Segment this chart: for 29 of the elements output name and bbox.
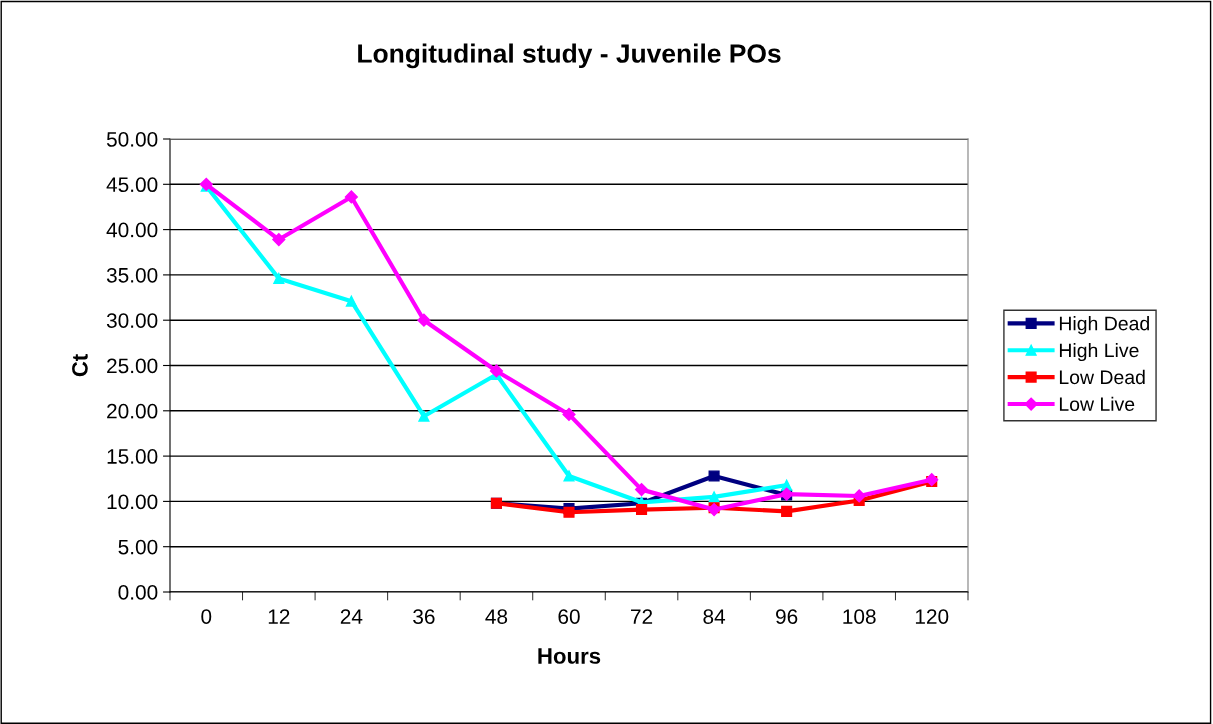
legend-label: High Dead (1059, 316, 1149, 335)
legend-label: Low Live (1059, 396, 1135, 412)
y-tick-label: 35.00 (106, 267, 158, 283)
x-tick-label: 84 (703, 609, 726, 624)
y-tick-label: 40.00 (106, 222, 158, 238)
legend-label: Low Dead (1059, 369, 1145, 385)
legend-label: High Live (1059, 343, 1139, 362)
y-axis-title: Ct (72, 354, 88, 377)
y-tick-label: 0.00 (118, 585, 158, 600)
y-tick-label: 25.00 (107, 358, 158, 374)
chart-title: Longitudinal study - Juvenile POs (358, 43, 781, 69)
x-tick-label: 120 (915, 609, 949, 624)
x-axis-title: Hours (538, 648, 601, 664)
y-tick-label: 5.00 (118, 539, 158, 555)
x-tick-label: 96 (776, 609, 798, 624)
x-tick-label: 72 (631, 609, 653, 624)
x-tick-label: 48 (485, 609, 508, 624)
y-tick-label: 45.00 (106, 177, 158, 193)
x-tick-label: 12 (268, 609, 290, 624)
y-tick-label: 30.00 (106, 313, 158, 328)
y-tick-label: 20.00 (107, 403, 158, 419)
y-tick-label: 50.00 (106, 132, 158, 147)
x-tick-label: 0 (201, 609, 212, 624)
x-tick-label: 60 (558, 609, 580, 624)
y-tick-label: 15.00 (107, 449, 158, 464)
x-tick-label: 24 (340, 609, 363, 624)
x-tick-label: 36 (413, 609, 435, 624)
x-tick-label: 108 (843, 609, 876, 624)
y-tick-label: 10.00 (107, 494, 158, 510)
